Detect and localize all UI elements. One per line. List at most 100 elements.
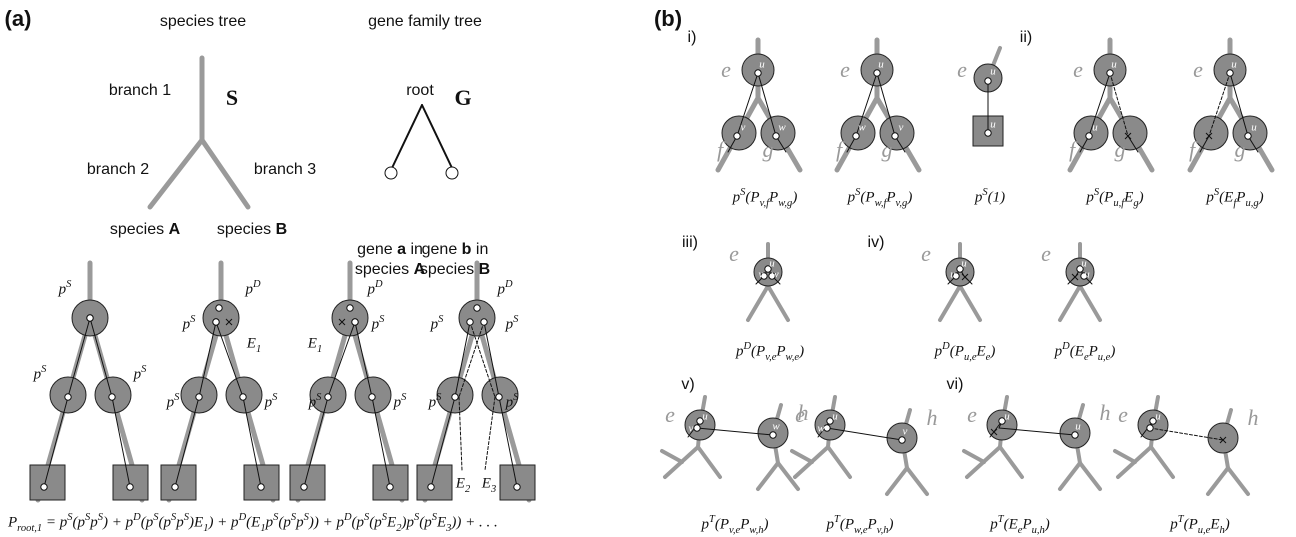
branch-label: g — [763, 137, 774, 162]
gene-label: u — [950, 269, 956, 281]
gene-node — [473, 304, 481, 312]
leaf-square — [112, 464, 149, 501]
gene-label: u — [702, 411, 708, 423]
branch-label: g — [1235, 137, 1246, 162]
gene-node — [873, 69, 881, 77]
loss-mark — [961, 273, 969, 281]
species-branch — [147, 137, 205, 210]
branch-label: branch 2 — [87, 161, 149, 178]
gene-label: w — [771, 269, 779, 281]
gene-label: w — [772, 421, 780, 433]
label-part: species — [217, 221, 271, 238]
gene-node — [1244, 132, 1252, 140]
event-label: pD — [244, 279, 261, 298]
gene-label: u — [1231, 59, 1237, 71]
gene-edge — [1229, 72, 1249, 137]
loss-mark — [1124, 132, 1132, 140]
leaf-square — [160, 464, 197, 501]
gene-node — [1149, 417, 1157, 425]
caption: pS(1) — [974, 187, 1005, 206]
gene-node — [1085, 132, 1093, 140]
gene-node — [754, 69, 762, 77]
gene-label: w — [858, 122, 866, 134]
gene-node — [826, 417, 834, 425]
gene-node — [984, 77, 992, 85]
branch-label: branch 1 — [109, 82, 171, 99]
gene-label: w — [778, 122, 786, 134]
species-branch — [885, 466, 909, 496]
species-branch — [998, 445, 1024, 479]
species-tree-symbol: S — [226, 85, 238, 110]
gene-edge — [454, 321, 471, 398]
gene-label: u — [769, 258, 775, 270]
gene-leaf — [384, 166, 398, 180]
branch-label: e — [665, 402, 675, 427]
gene-edge — [89, 317, 113, 398]
gene-node — [86, 314, 94, 322]
event-label: pS — [371, 314, 386, 333]
label-part: gene — [422, 241, 458, 258]
gene-node — [466, 318, 474, 326]
species-branch — [1058, 284, 1082, 322]
gene-edge — [826, 427, 903, 441]
gene-edge — [430, 396, 456, 488]
leaf-square — [372, 464, 409, 501]
gene-node — [239, 393, 247, 401]
gene-edge — [855, 72, 878, 137]
species-branch — [958, 284, 982, 322]
gene-label: u — [990, 119, 996, 131]
label-part: B — [276, 221, 288, 238]
gene-label: v — [903, 426, 908, 438]
species-tree-title: species tree — [160, 13, 246, 30]
gene-node — [495, 393, 503, 401]
gene-label: u — [1081, 258, 1087, 270]
gene-node — [351, 318, 359, 326]
event-label: pS — [33, 364, 48, 383]
loss-mark — [1071, 273, 1079, 281]
event-label: pS — [58, 279, 73, 298]
species-node — [814, 409, 846, 441]
gene-node — [764, 265, 772, 273]
gene-edge — [111, 396, 131, 488]
caption: pD(Pv,ePw,e) — [735, 341, 804, 363]
loss-mark — [1219, 436, 1227, 444]
gene-node — [257, 483, 265, 491]
gene-node — [768, 272, 776, 280]
gene-tree-title: gene family tree — [368, 13, 482, 30]
gene-node — [1080, 272, 1088, 280]
label-part: gene — [357, 241, 393, 258]
gene-node — [126, 483, 134, 491]
gene-node — [956, 265, 964, 273]
gene-label: u — [1075, 421, 1081, 433]
gene-edge — [371, 396, 391, 488]
caption: pS(Pw,fPv,g) — [847, 187, 913, 209]
gene-node — [984, 129, 992, 137]
panel-label: (a) — [5, 6, 32, 31]
branch-label: e — [1118, 402, 1128, 427]
caption: pT(Pv,ePw,h) — [701, 514, 769, 536]
loss-mark — [225, 318, 233, 326]
label-part: in — [410, 241, 422, 258]
gene-edge — [736, 72, 759, 137]
branch-label: f — [836, 137, 845, 162]
gene-node — [427, 483, 435, 491]
event-label: E1 — [246, 335, 261, 354]
caption: pS(Pu,fEg) — [1085, 187, 1143, 209]
gene-label: u — [832, 411, 838, 423]
branch-label: h — [1248, 405, 1259, 430]
gene-node — [891, 132, 899, 140]
leaf-square — [289, 464, 326, 501]
gene-label: v — [741, 122, 746, 134]
branch-label: e — [1193, 57, 1203, 82]
gene-edge — [1109, 72, 1129, 137]
gene-label: v — [759, 269, 764, 281]
gene-node — [696, 417, 704, 425]
species-label: species B — [217, 221, 287, 238]
branch-label: e — [921, 241, 931, 266]
gene-label: w — [817, 423, 825, 435]
gene-node — [952, 272, 960, 280]
species-branch — [199, 137, 251, 210]
species-branch — [756, 461, 780, 491]
event-label: pS — [505, 392, 520, 411]
event-label: pS — [182, 314, 197, 333]
